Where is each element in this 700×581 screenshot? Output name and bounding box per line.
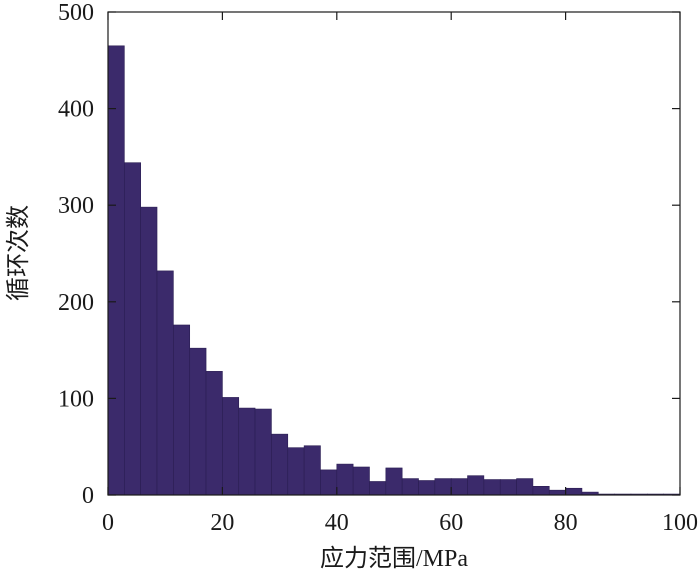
y-tick-label: 400 <box>58 97 94 123</box>
histogram-bar <box>238 407 256 496</box>
histogram-bar <box>385 467 403 496</box>
histogram-bar <box>189 347 207 496</box>
x-axis-title: 应力范围/MPa <box>320 545 468 572</box>
histogram-bar <box>254 408 272 496</box>
histogram-bar <box>107 45 125 496</box>
y-tick-label: 200 <box>58 290 94 316</box>
y-tick-label: 100 <box>58 386 94 412</box>
histogram-bar <box>418 480 436 496</box>
x-tick-label: 60 <box>439 510 463 536</box>
bars-group <box>107 45 681 496</box>
histogram-bar <box>271 433 289 496</box>
x-tick-label: 40 <box>325 510 349 536</box>
y-tick-labels: 0 100 200 300 400 500 <box>58 0 94 509</box>
histogram-bar <box>205 371 223 496</box>
y-tick-label: 500 <box>58 0 94 26</box>
histogram-bar <box>287 447 305 496</box>
y-axis-title: 循环次数 <box>5 205 32 301</box>
histogram-bar <box>336 463 354 496</box>
y-tick-label: 300 <box>58 193 94 219</box>
histogram-bar <box>140 206 158 496</box>
x-tick-label: 0 <box>102 510 114 536</box>
histogram-bar <box>467 475 485 496</box>
x-tick-label: 80 <box>554 510 578 536</box>
histogram-bar <box>434 478 452 496</box>
histogram-bar <box>499 479 517 496</box>
histogram-bar <box>369 481 387 496</box>
x-tick-label: 20 <box>210 510 234 536</box>
x-tick-labels: 0 20 40 60 80 100 <box>102 510 698 536</box>
histogram-bar <box>548 489 566 496</box>
histogram-bar <box>222 397 240 496</box>
histogram-bar <box>320 469 338 496</box>
histogram-bar <box>156 270 174 496</box>
histogram-bar <box>450 478 468 496</box>
histogram-bar <box>124 162 141 496</box>
histogram-bar <box>352 466 370 496</box>
x-tick-label: 100 <box>662 510 698 536</box>
plot-frame <box>107 11 681 496</box>
histogram-bar <box>516 478 534 496</box>
histogram-bar <box>401 478 419 496</box>
histogram-bar <box>565 487 583 496</box>
histogram-bar <box>483 479 501 496</box>
y-tick-label: 0 <box>82 483 94 509</box>
histogram-bar <box>303 445 321 496</box>
histogram-bar <box>173 324 191 496</box>
histogram-bar <box>532 486 550 496</box>
